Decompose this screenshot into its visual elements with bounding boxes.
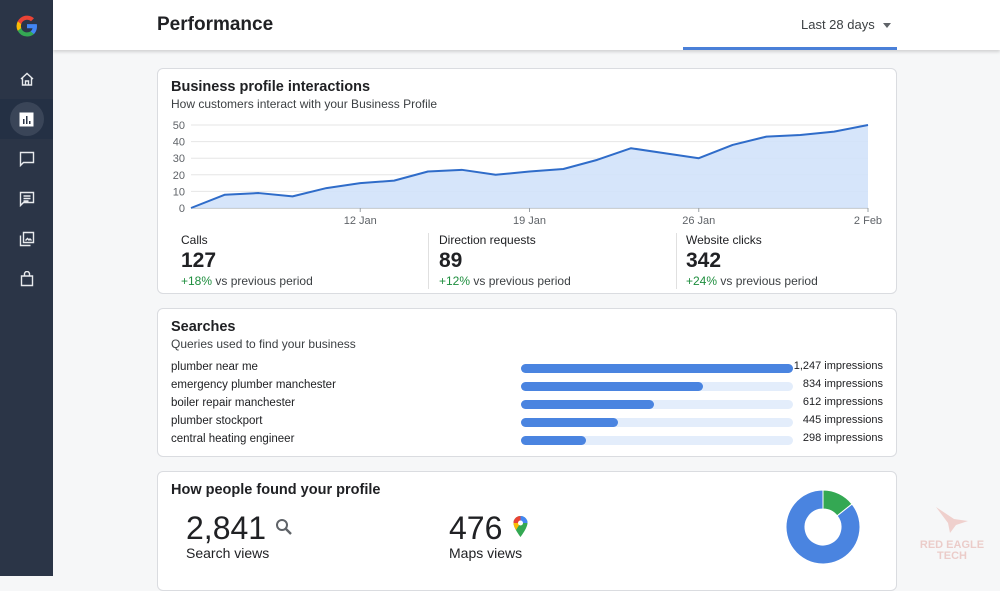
y-tick-label: 10 <box>173 186 185 198</box>
sidebar-item-reviews[interactable] <box>0 179 53 219</box>
message-text-icon <box>19 191 35 207</box>
dropdown-caret-icon <box>883 23 891 28</box>
maps-views-label: Maps views <box>449 545 522 561</box>
search-query: emergency plumber manchester <box>171 379 336 391</box>
shopping-bag-icon <box>19 271 35 287</box>
sidebar-item-photos[interactable] <box>0 219 53 259</box>
date-range-dropdown[interactable]: Last 28 days <box>801 17 891 32</box>
y-tick-label: 20 <box>173 170 185 182</box>
sidebar-item-home[interactable] <box>0 59 53 99</box>
metric-label: Website clicks <box>686 233 818 247</box>
card-title: Business profile interactions <box>171 79 370 95</box>
google-logo <box>14 13 40 39</box>
chat-bubble-icon <box>19 151 35 167</box>
card-subtitle: How customers interact with your Busines… <box>171 97 437 111</box>
metric-change: +12% <box>439 274 470 288</box>
divider <box>428 233 429 289</box>
bar-chart-icon <box>19 112 34 127</box>
impressions-bar-fill <box>521 436 586 445</box>
date-range-label: Last 28 days <box>801 17 875 32</box>
interactions-card: Business profile interactions How custom… <box>157 68 897 294</box>
map-pin-icon <box>512 515 529 539</box>
active-tab-indicator <box>683 47 897 50</box>
photo-library-icon <box>19 231 35 247</box>
search-query: plumber near me <box>171 361 258 373</box>
metric-value: 89 <box>439 249 571 273</box>
search-views-value: 2,841 <box>186 510 266 547</box>
impressions-label: 612 impressions <box>803 396 883 408</box>
impressions-bar <box>521 436 793 445</box>
metric-calls: Calls 127 +18% vs previous period <box>181 233 313 288</box>
sidebar-item-messages[interactable] <box>0 139 53 179</box>
metric-value: 342 <box>686 249 818 273</box>
metric-change: +18% <box>181 274 212 288</box>
x-tick-label: 26 Jan <box>682 215 715 227</box>
metric-change-suffix: vs previous period <box>717 274 818 288</box>
home-icon <box>19 71 35 87</box>
impressions-label: 1,247 impressions <box>794 360 883 372</box>
search-query: central heating engineer <box>171 433 294 445</box>
search-views-label: Search views <box>186 545 269 561</box>
found-card: How people found your profile 2,841 Sear… <box>157 471 897 591</box>
sidebar <box>0 0 53 576</box>
page-title: Performance <box>157 14 273 36</box>
impressions-label: 445 impressions <box>803 414 883 426</box>
impressions-bar <box>521 400 793 409</box>
metric-change-suffix: vs previous period <box>212 274 313 288</box>
watermark-text: RED EAGLE TECH <box>912 540 992 562</box>
searches-card: Searches Queries used to find your busin… <box>157 308 897 457</box>
eagle-logo-icon <box>932 505 972 535</box>
card-title: How people found your profile <box>171 482 380 498</box>
card-subtitle: Queries used to find your business <box>171 337 356 351</box>
search-query: boiler repair manchester <box>171 397 295 409</box>
impressions-bar <box>521 418 793 427</box>
y-tick-label: 30 <box>173 153 185 165</box>
y-tick-label: 50 <box>173 120 185 132</box>
impressions-bar <box>521 382 793 391</box>
y-tick-label: 40 <box>173 137 185 149</box>
header: Performance Last 28 days <box>53 0 1000 50</box>
x-tick-label: 12 Jan <box>344 215 377 227</box>
divider <box>676 233 677 289</box>
search-icon <box>275 518 293 536</box>
watermark: RED EAGLE TECH <box>912 505 992 562</box>
metric-label: Calls <box>181 233 313 247</box>
maps-views-value: 476 <box>449 510 502 547</box>
views-donut-chart <box>785 489 861 565</box>
metric-change: +24% <box>686 274 717 288</box>
sidebar-item-products[interactable] <box>0 259 53 299</box>
metric-value: 127 <box>181 249 313 273</box>
impressions-bar-fill <box>521 382 703 391</box>
x-tick-label: 19 Jan <box>513 215 546 227</box>
metric-website-clicks: Website clicks 342 +24% vs previous peri… <box>686 233 818 288</box>
impressions-label: 298 impressions <box>803 432 883 444</box>
sidebar-item-performance[interactable] <box>0 99 53 139</box>
search-query: plumber stockport <box>171 415 262 427</box>
impressions-bar-fill <box>521 418 618 427</box>
metric-directions: Direction requests 89 +12% vs previous p… <box>439 233 571 288</box>
impressions-bar-fill <box>521 400 654 409</box>
metric-change-suffix: vs previous period <box>470 274 571 288</box>
metric-label: Direction requests <box>439 233 571 247</box>
impressions-bar <box>521 364 793 373</box>
card-title: Searches <box>171 319 236 335</box>
impressions-bar-fill <box>521 364 793 373</box>
x-tick-label: 2 Feb <box>854 215 882 227</box>
impressions-label: 834 impressions <box>803 378 883 390</box>
y-tick-label: 0 <box>179 203 185 215</box>
